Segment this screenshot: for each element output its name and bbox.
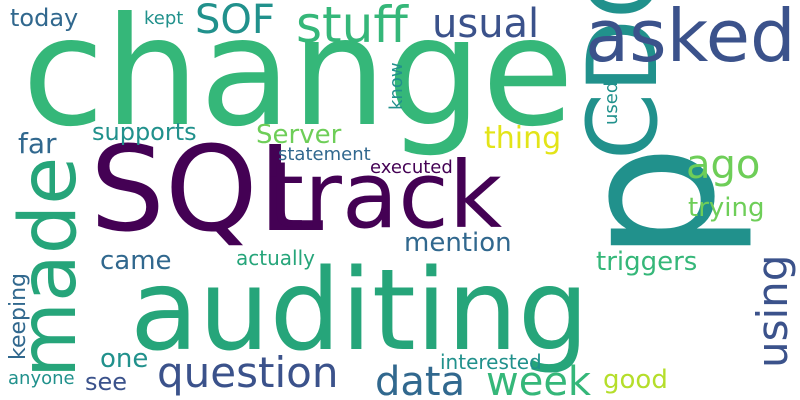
word-keeping: keeping [6,272,31,360]
word-triggers: triggers [596,247,698,277]
word-change: change [22,0,575,160]
word-statement: statement [278,144,371,165]
word-server: Server [256,120,342,150]
word-data: data [375,359,466,400]
word-question: question [157,348,339,397]
word-mention: mention [404,228,512,258]
word-week: week [486,359,592,400]
word-trying: trying [688,193,765,223]
word-today: today [10,4,79,32]
word-kept: kept [144,8,184,29]
word-asked: asked [585,0,796,78]
word-anyone: anyone [8,368,75,389]
word-track: track [268,142,503,249]
word-ago: ago [686,142,761,188]
word-far: far [18,127,57,160]
word-used: used [601,81,622,125]
word-executed: executed [370,157,453,178]
word-sql: SQL [90,120,324,258]
word-actually: actually [236,246,315,270]
word-know: know [386,62,407,110]
word-see: see [85,368,128,396]
word-came: came [100,246,172,276]
word-usual: usual [432,1,540,47]
word-interested: interested [440,350,542,374]
word-stuff: stuff [296,0,408,54]
word-thing: thing [484,121,562,156]
word-using: using [748,254,797,368]
word-supports: supports [92,118,197,146]
word-sof: SOF [195,0,275,43]
word-good: good [603,365,668,395]
word-auditing: auditing [130,246,589,376]
word-one: one [100,344,149,374]
